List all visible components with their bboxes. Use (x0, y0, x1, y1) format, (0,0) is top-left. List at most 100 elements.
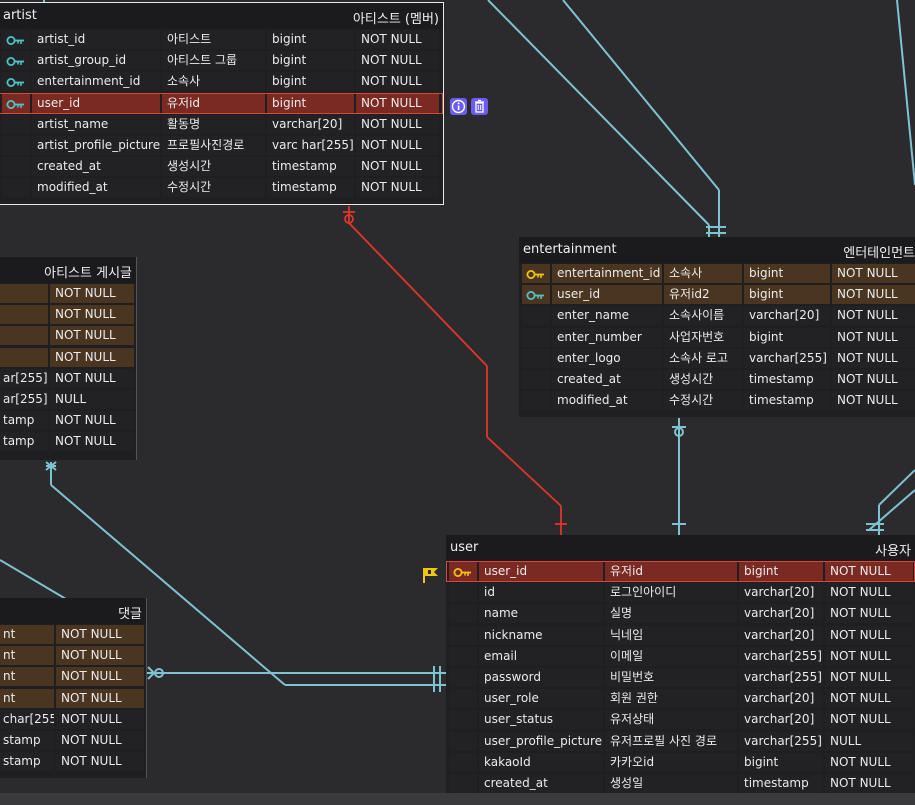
table-row[interactable]: NOT NULL (0, 283, 136, 304)
column-type[interactable]: varchar[20] (739, 710, 823, 730)
column-type[interactable]: bigint (267, 93, 354, 113)
column-comment[interactable]: 유저id (162, 93, 265, 113)
column-nullable[interactable]: NOT NULL (356, 30, 439, 49)
table-row[interactable]: artist_name 활동명 varchar[20] NOT NULL (0, 114, 443, 135)
column-type[interactable]: nt (0, 667, 54, 687)
table-header[interactable]: 아티스트 게시글 (0, 257, 136, 283)
column-type[interactable]: bigint (267, 30, 354, 49)
table-row[interactable]: email 이메일 varchar[255] NOT NULL (446, 646, 915, 667)
column-nullable[interactable]: NULL (825, 731, 913, 751)
table-row[interactable]: user_role 회원 권한 varchar[20] NOT NULL (446, 688, 915, 709)
column-type[interactable]: timestamp (267, 157, 354, 177)
column-name[interactable]: entertainment_id (32, 72, 160, 92)
column-nullable[interactable]: NOT NULL (356, 157, 439, 177)
column-type[interactable]: varchar[255] (739, 731, 823, 751)
table-header[interactable]: user 사용자 (446, 535, 915, 561)
column-type[interactable]: bigint (744, 264, 830, 283)
column-comment[interactable]: 활동명 (162, 114, 265, 134)
table-row[interactable]: entertainment_id 소속사 bigint NOT NULL (0, 71, 443, 92)
column-type[interactable]: timestamp (267, 178, 354, 198)
column-type[interactable]: timestamp (739, 773, 823, 793)
column-name[interactable]: name (479, 604, 603, 624)
table-header[interactable]: artist 아티스트 (멤버) (0, 3, 443, 29)
column-name[interactable]: artist_group_id (32, 51, 160, 71)
column-nullable[interactable]: NOT NULL (832, 285, 915, 305)
column-type[interactable]: varchar[20] (739, 604, 823, 624)
column-type[interactable]: nt (0, 625, 54, 644)
column-comment[interactable]: 프로필사진경로 (162, 135, 265, 155)
column-nullable[interactable]: NOT NULL (56, 688, 144, 708)
column-nullable[interactable]: NOT NULL (825, 646, 913, 666)
column-comment[interactable]: 아티스트 그룹 (162, 51, 265, 71)
table-row[interactable]: user_status 유저상태 varchar[20] NOT NULL (446, 709, 915, 730)
column-type[interactable]: nt (0, 646, 54, 666)
column-type[interactable]: varchar[20] (739, 583, 823, 603)
table-row[interactable]: entertainment_id 소속사 bigint NOT NULL (519, 263, 915, 284)
table-row[interactable]: user_id 유저id bigint NOT NULL (446, 561, 915, 583)
column-nullable[interactable]: NOT NULL (825, 604, 913, 624)
table-row[interactable]: kakaoId 카카오id bigint NOT NULL (446, 752, 915, 773)
column-nullable[interactable]: NOT NULL (50, 432, 134, 452)
column-name[interactable]: nickname (479, 625, 603, 645)
table-row[interactable]: created_at 생성시간 timestamp NOT NULL (0, 156, 443, 177)
column-nullable[interactable]: NOT NULL (832, 391, 915, 411)
column-comment[interactable]: 생성시간 (664, 369, 742, 389)
column-type[interactable]: bigint (267, 72, 354, 92)
table-row[interactable]: nickname 닉네임 varchar[20] NOT NULL (446, 625, 915, 646)
column-comment[interactable]: 소속사 로고 (664, 348, 742, 368)
column-name[interactable]: kakaoId (479, 752, 603, 772)
table-row[interactable]: ar[255] NULL (0, 389, 136, 410)
column-nullable[interactable]: NOT NULL (356, 114, 439, 134)
column-name[interactable]: password (479, 667, 603, 687)
column-nullable[interactable]: NOT NULL (825, 667, 913, 687)
column-type[interactable]: ar[255] (0, 389, 48, 409)
column-nullable[interactable]: NOT NULL (832, 306, 915, 326)
column-comment[interactable]: 소속사 (664, 264, 742, 283)
table-row[interactable]: name 실명 varchar[20] NOT NULL (446, 603, 915, 624)
column-type[interactable]: bigint (739, 562, 823, 581)
table-artist-post[interactable]: 아티스트 게시글 NOT NULL NOT NULL NOT NULL NOT NUL… (0, 257, 137, 460)
table-artist[interactable]: artist 아티스트 (멤버) artist_id 아티스트 bigint NOT … (0, 2, 444, 205)
column-nullable[interactable]: NOT NULL (50, 347, 134, 367)
column-name[interactable]: id (479, 583, 603, 603)
column-name[interactable]: artist_name (32, 114, 160, 134)
table-row[interactable]: stamp NOT NULL (0, 751, 146, 772)
table-entertainment[interactable]: entertainment 엔터테인먼트 entertainment_id 소속사… (519, 237, 915, 417)
column-comment[interactable]: 수정시간 (664, 391, 742, 411)
column-name[interactable]: enter_logo (552, 348, 662, 368)
column-name[interactable]: enter_number (552, 327, 662, 347)
table-row[interactable]: user_id 유저id bigint NOT NULL (0, 92, 443, 114)
table-row[interactable]: enter_logo 소속사 로고 varchar[255] NOT NULL (519, 348, 915, 369)
column-nullable[interactable]: NOT NULL (356, 72, 439, 92)
column-comment[interactable]: 아티스트 (162, 30, 265, 49)
column-type[interactable]: varchar[20] (739, 689, 823, 709)
table-row[interactable]: NOT NULL (0, 347, 136, 368)
column-type[interactable]: varc har[255] (267, 135, 354, 155)
column-name[interactable]: created_at (552, 369, 662, 389)
column-type[interactable] (0, 347, 48, 367)
column-nullable[interactable]: NOT NULL (56, 646, 144, 666)
column-type[interactable]: varchar[20] (267, 114, 354, 134)
column-nullable[interactable]: NOT NULL (50, 305, 134, 325)
table-header[interactable]: 댓글 (0, 598, 146, 624)
column-nullable[interactable]: NOT NULL (50, 411, 134, 431)
trash-icon[interactable] (471, 98, 488, 115)
column-type[interactable] (0, 305, 48, 325)
table-row[interactable]: modified_at 수정시간 timestamp NOT NULL (519, 390, 915, 411)
column-nullable[interactable]: NOT NULL (56, 752, 144, 772)
table-row[interactable]: NOT NULL (0, 304, 136, 325)
column-comment[interactable]: 닉네임 (605, 625, 737, 645)
column-comment[interactable]: 회원 권한 (605, 689, 737, 709)
table-user[interactable]: user 사용자 user_id 유저id bigint NOT NULL id 로그인아… (446, 535, 915, 795)
column-nullable[interactable]: NOT NULL (832, 264, 915, 283)
table-row[interactable]: artist_profile_picture 프로필사진경로 varc har[25… (0, 135, 443, 156)
column-nullable[interactable]: NOT NULL (56, 730, 144, 750)
column-comment[interactable]: 소속사이름 (664, 306, 742, 326)
column-comment[interactable]: 비밀번호 (605, 667, 737, 687)
table-row[interactable]: created_at 생성시간 timestamp NOT NULL (519, 369, 915, 390)
column-type[interactable]: char[255] (0, 709, 54, 729)
column-nullable[interactable]: NOT NULL (56, 667, 144, 687)
table-row[interactable]: nt NOT NULL (0, 688, 146, 709)
column-nullable[interactable]: NOT NULL (56, 625, 144, 644)
column-type[interactable]: stamp (0, 730, 54, 750)
